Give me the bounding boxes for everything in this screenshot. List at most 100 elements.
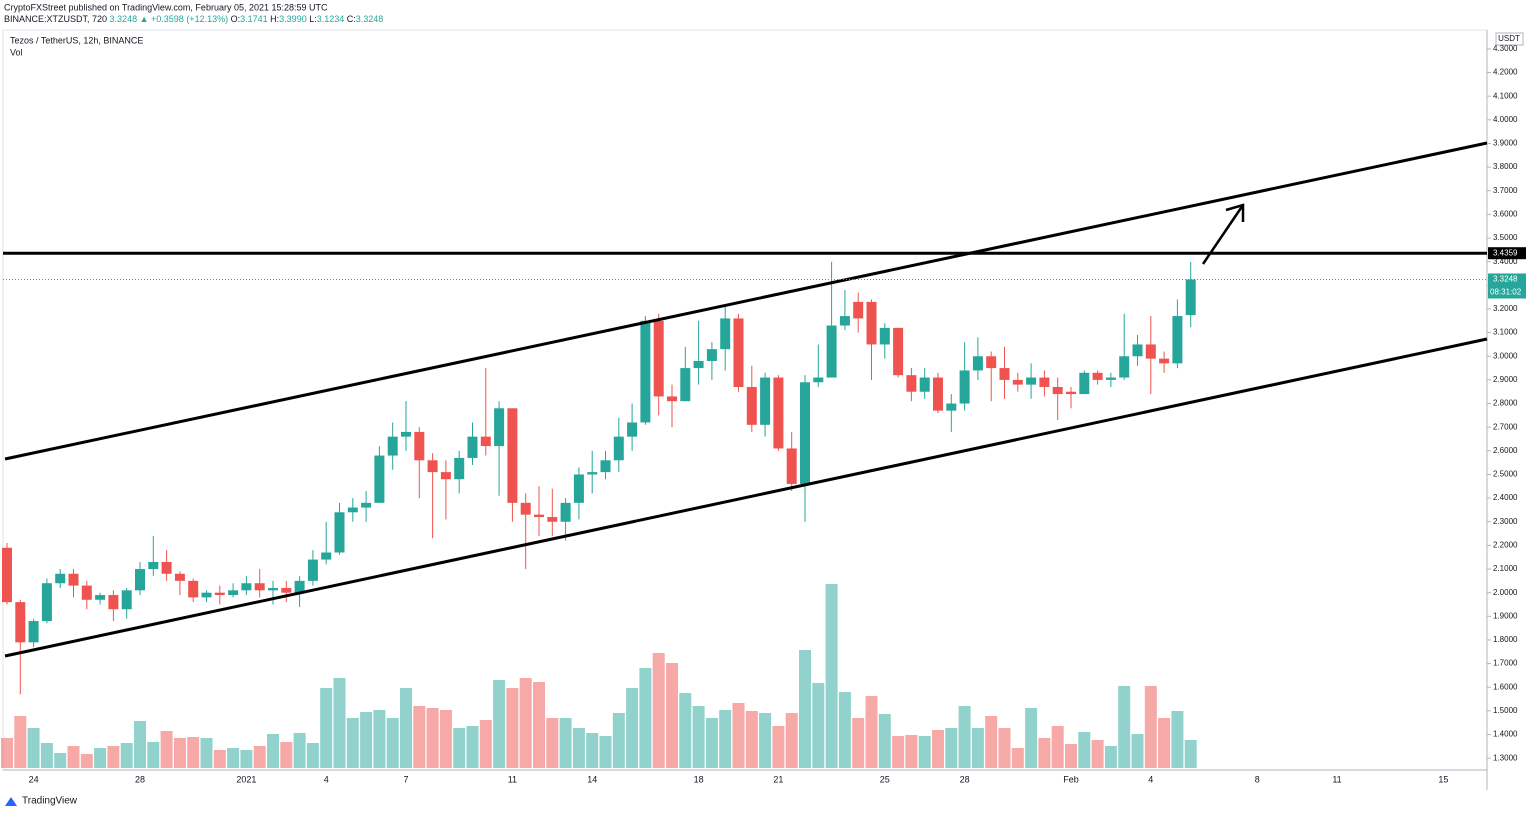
volume-bar xyxy=(546,718,559,768)
body xyxy=(1119,356,1130,378)
body xyxy=(15,602,26,643)
body xyxy=(188,580,199,598)
x-tick-label: 11 xyxy=(508,774,517,784)
l-value: 3.1234 xyxy=(317,14,345,24)
body xyxy=(1092,372,1103,380)
volume-bar xyxy=(373,710,386,768)
volume-bar xyxy=(479,720,492,768)
volume-bar xyxy=(14,716,27,768)
x-tick-label: 8 xyxy=(1255,774,1260,784)
volume-bar xyxy=(533,682,545,768)
volume-bar xyxy=(493,680,506,768)
body xyxy=(294,580,305,593)
channel-lower xyxy=(4,337,1488,658)
body xyxy=(733,318,744,387)
y-tick-label: 3.6000 xyxy=(1493,210,1518,219)
x-tick-label: 11 xyxy=(1332,774,1341,784)
o-label: O: xyxy=(231,14,241,24)
y-tick-label: 2.0000 xyxy=(1493,588,1518,597)
y-tick-label: 4.3000 xyxy=(1493,44,1518,53)
volume-bar xyxy=(825,584,838,768)
volume-bar xyxy=(267,734,279,768)
volume-bar xyxy=(453,728,466,768)
body xyxy=(1185,279,1196,316)
volume-bar xyxy=(772,726,785,768)
countdown: 08:31:02 xyxy=(1490,288,1522,297)
body xyxy=(746,386,757,425)
body xyxy=(826,325,837,378)
x-tick-label: 24 xyxy=(29,774,39,784)
body xyxy=(374,455,385,503)
body xyxy=(853,301,864,319)
body xyxy=(1039,377,1050,387)
body xyxy=(893,327,904,376)
y-tick-label: 2.6000 xyxy=(1493,446,1518,455)
volume-label: Vol xyxy=(10,47,23,57)
body xyxy=(879,327,890,345)
volume-bar xyxy=(918,736,931,768)
y-tick-label: 1.4000 xyxy=(1493,730,1518,739)
body xyxy=(587,472,598,475)
body xyxy=(228,590,239,596)
volume-bar xyxy=(985,716,998,768)
axis-unit: USDT xyxy=(1498,34,1520,43)
volume-bar xyxy=(187,737,200,768)
volume-bar xyxy=(945,728,958,768)
y-tick-label: 3.5000 xyxy=(1493,233,1518,242)
volume-bar xyxy=(506,688,519,768)
volume-bar xyxy=(759,713,772,768)
body xyxy=(919,377,930,392)
volume-bar xyxy=(1078,732,1091,768)
body xyxy=(1052,386,1063,395)
y-tick-label: 1.3000 xyxy=(1493,753,1518,762)
volume-bar xyxy=(200,738,213,768)
volume-bar xyxy=(1025,708,1038,768)
volume-bar xyxy=(639,668,652,768)
volume-bar xyxy=(27,728,40,768)
c-value: 3.3248 xyxy=(356,14,384,24)
body xyxy=(1012,379,1023,385)
y-tick-label: 2.1000 xyxy=(1493,564,1518,573)
body xyxy=(440,472,451,480)
volume-bar xyxy=(572,728,585,768)
x-tick-label: 4 xyxy=(1148,774,1153,784)
body xyxy=(600,460,611,473)
volume-bar xyxy=(785,713,798,768)
volume-bar xyxy=(1091,740,1104,768)
volume-bar xyxy=(1,738,13,768)
y-tick-label: 1.9000 xyxy=(1493,611,1518,620)
y-tick-label: 3.4000 xyxy=(1493,257,1518,266)
y-tick-label: 3.0000 xyxy=(1493,351,1518,360)
volume-bar xyxy=(160,731,173,768)
logo xyxy=(5,797,17,806)
body xyxy=(933,377,943,411)
volume-bar xyxy=(998,728,1011,768)
body xyxy=(999,368,1010,380)
volume-bar xyxy=(1158,718,1171,768)
volume-bar xyxy=(692,706,705,768)
x-tick-label: 28 xyxy=(135,774,145,784)
volume-bar xyxy=(705,718,718,768)
y-tick-label: 3.2000 xyxy=(1493,304,1518,313)
body xyxy=(361,502,372,508)
body xyxy=(1145,344,1156,359)
footer: TradingView xyxy=(5,796,78,807)
volume-bar xyxy=(732,703,745,768)
volume-bar xyxy=(652,653,665,768)
y-tick-label: 1.6000 xyxy=(1493,682,1518,691)
body xyxy=(454,457,465,480)
volume-bar xyxy=(306,743,319,768)
volume-bar xyxy=(120,743,133,768)
body xyxy=(174,573,185,581)
body xyxy=(667,396,677,402)
volume-bar xyxy=(94,748,107,768)
volume-bar xyxy=(519,678,532,768)
body xyxy=(906,375,917,392)
volume-bar xyxy=(1171,711,1184,768)
volume-bar xyxy=(173,738,186,768)
body xyxy=(547,517,558,522)
volume-bar xyxy=(838,692,851,768)
volume-bar xyxy=(333,678,346,768)
body xyxy=(387,436,398,456)
